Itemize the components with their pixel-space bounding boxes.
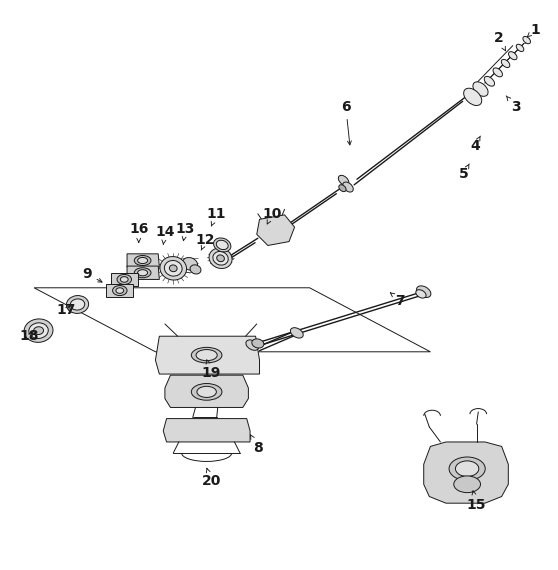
Text: 19: 19 xyxy=(201,360,221,380)
Text: 3: 3 xyxy=(506,96,521,114)
Ellipse shape xyxy=(29,323,49,339)
Ellipse shape xyxy=(338,176,349,185)
Ellipse shape xyxy=(197,386,217,397)
Ellipse shape xyxy=(134,255,151,266)
Polygon shape xyxy=(163,418,250,442)
Ellipse shape xyxy=(339,185,346,192)
Ellipse shape xyxy=(214,238,231,252)
Text: 8: 8 xyxy=(251,435,263,454)
Polygon shape xyxy=(156,336,259,374)
Text: 4: 4 xyxy=(470,136,480,153)
Ellipse shape xyxy=(191,384,222,400)
Ellipse shape xyxy=(182,258,198,270)
Ellipse shape xyxy=(523,36,531,44)
Ellipse shape xyxy=(449,457,485,481)
Polygon shape xyxy=(111,273,138,286)
Ellipse shape xyxy=(516,44,524,51)
Ellipse shape xyxy=(508,52,517,60)
Ellipse shape xyxy=(246,340,259,351)
Ellipse shape xyxy=(290,328,303,338)
Ellipse shape xyxy=(454,476,480,492)
Text: 5: 5 xyxy=(459,164,469,181)
Polygon shape xyxy=(107,284,133,297)
Ellipse shape xyxy=(209,248,232,268)
Ellipse shape xyxy=(113,286,127,296)
Text: 7: 7 xyxy=(391,293,405,308)
Ellipse shape xyxy=(475,85,486,96)
Ellipse shape xyxy=(269,223,283,235)
Text: 9: 9 xyxy=(82,267,102,282)
Ellipse shape xyxy=(70,299,85,310)
Ellipse shape xyxy=(196,349,217,361)
Ellipse shape xyxy=(160,256,186,280)
Ellipse shape xyxy=(272,225,281,233)
Ellipse shape xyxy=(473,82,488,96)
Ellipse shape xyxy=(190,265,201,274)
Polygon shape xyxy=(257,215,295,246)
Text: 15: 15 xyxy=(467,491,487,512)
Text: 10: 10 xyxy=(263,207,282,224)
Ellipse shape xyxy=(24,319,53,343)
Ellipse shape xyxy=(501,59,510,67)
Text: 13: 13 xyxy=(176,222,195,241)
Polygon shape xyxy=(127,266,160,279)
Text: 20: 20 xyxy=(201,469,221,488)
Text: 11: 11 xyxy=(207,207,227,226)
Text: 17: 17 xyxy=(57,303,76,317)
Text: 1: 1 xyxy=(527,23,540,37)
Ellipse shape xyxy=(191,347,222,363)
Ellipse shape xyxy=(493,68,502,77)
Ellipse shape xyxy=(217,240,228,250)
Ellipse shape xyxy=(343,182,353,192)
Ellipse shape xyxy=(66,296,89,314)
Ellipse shape xyxy=(416,286,431,298)
Ellipse shape xyxy=(134,268,151,278)
Ellipse shape xyxy=(33,327,44,335)
Ellipse shape xyxy=(252,339,264,348)
Polygon shape xyxy=(424,442,508,503)
Polygon shape xyxy=(165,375,248,408)
Polygon shape xyxy=(127,254,160,267)
Ellipse shape xyxy=(455,461,479,477)
Text: 18: 18 xyxy=(20,329,40,343)
Ellipse shape xyxy=(484,76,494,86)
Ellipse shape xyxy=(138,270,148,276)
Ellipse shape xyxy=(170,265,177,272)
Text: 14: 14 xyxy=(155,225,175,245)
Ellipse shape xyxy=(464,88,482,105)
Ellipse shape xyxy=(165,260,182,276)
Ellipse shape xyxy=(416,290,426,298)
Ellipse shape xyxy=(117,274,132,284)
Ellipse shape xyxy=(121,276,128,282)
Text: 12: 12 xyxy=(196,234,215,250)
Text: 16: 16 xyxy=(129,222,148,242)
Ellipse shape xyxy=(213,251,228,265)
Text: 6: 6 xyxy=(341,100,352,145)
Ellipse shape xyxy=(138,258,148,263)
Ellipse shape xyxy=(116,288,124,294)
Ellipse shape xyxy=(217,255,224,262)
Text: 2: 2 xyxy=(494,31,506,51)
